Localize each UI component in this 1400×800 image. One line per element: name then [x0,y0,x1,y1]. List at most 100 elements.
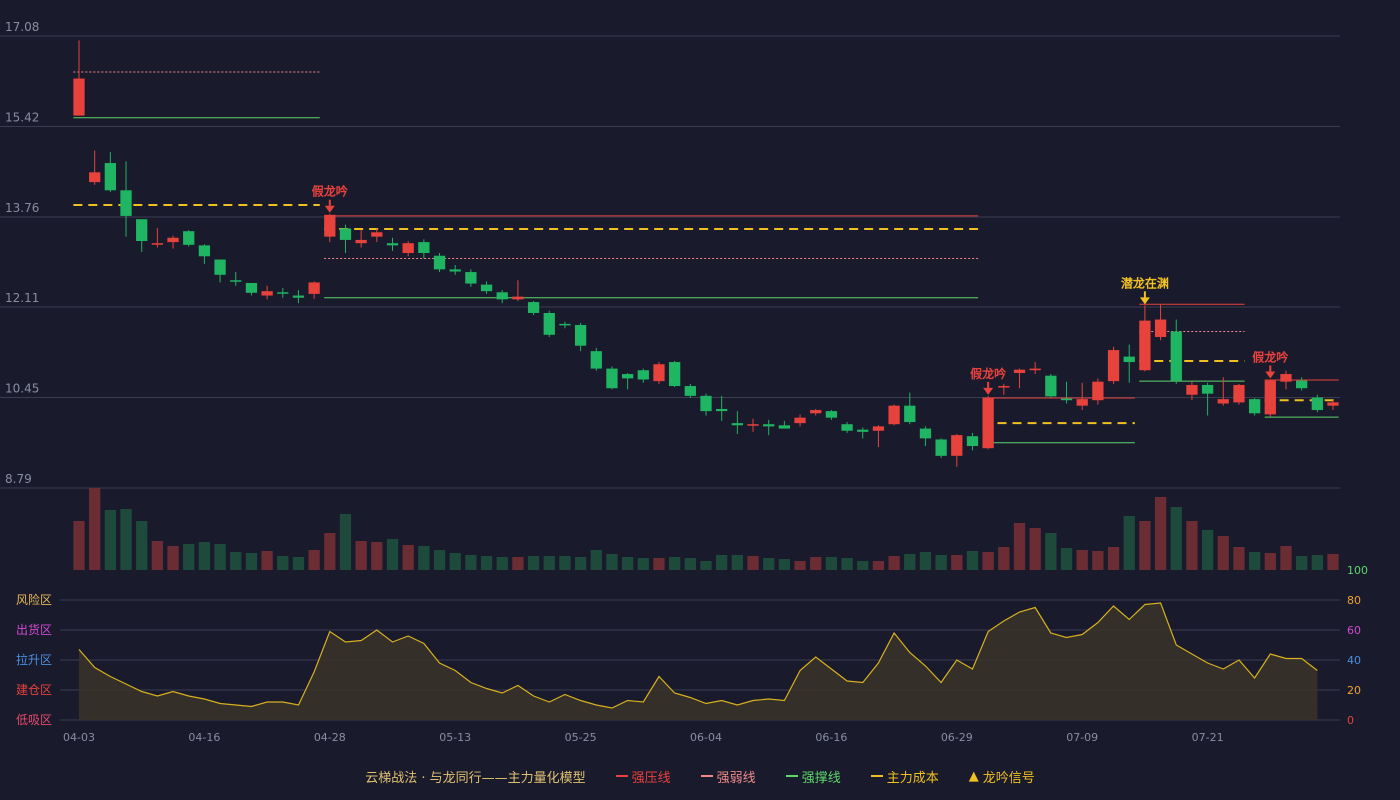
volume-bar [183,544,195,570]
volume-bar [794,561,806,570]
legend-swatch-resist [615,775,628,777]
x-tick-label: 05-13 [439,731,471,744]
candle-body [1264,380,1276,415]
axis-labels: 8.79 10.45 12.11 13.76 15.42 17.08 风险区出货区拉升区建仓… [5,20,1368,744]
legend: 云梯战法 · 与龙同行——主力量化模型 强压线 强弱线 强撑线 主力成本 ▲ 龙… [0,766,1400,786]
y-tick-label: 17.08 [5,20,39,34]
candle-body [1045,375,1057,397]
volume-bars [73,488,1339,570]
volume-bar [559,556,571,570]
volume-bar [480,556,493,570]
candle-body [590,351,602,369]
volume-bar [1327,554,1339,570]
candle-body [919,428,932,439]
volume-bar [1029,528,1041,570]
candle-body [198,245,211,257]
volume-bar [1076,550,1088,570]
volume-bar [747,556,759,570]
candle-body [998,386,1010,388]
x-tick-label: 06-04 [690,731,722,744]
signal-arrow-head [324,205,335,213]
candle-body [73,78,85,116]
candle-body [355,239,367,244]
volume-bar [1217,536,1229,570]
candles [73,40,1339,467]
candle-body [230,280,242,282]
volume-bar [1060,548,1073,570]
score-tick-label: 0 [1347,714,1354,727]
candle-body [292,295,305,298]
legend-item-resist-weak[interactable]: 强弱线 [700,767,756,786]
volume-bar [1311,555,1323,570]
volume-bar [700,561,712,570]
volume-bar [89,488,101,570]
score-tick-label: 80 [1347,594,1361,607]
volume-bar [433,550,446,570]
signal-label: 潜龙在渊 [1121,275,1169,290]
volume-bar [825,557,838,570]
score-line [78,602,1318,709]
legend-item-cost[interactable]: 主力成本 [870,767,939,786]
candle-body [700,395,712,412]
volume-bar [308,550,320,570]
candle-body [371,232,383,237]
score-area [79,603,1318,720]
volume-bar [684,558,696,570]
volume-bar [621,557,634,570]
legend-item-resist[interactable]: 强压线 [615,767,671,786]
volume-bar [1264,553,1276,570]
volume-bar [151,541,164,570]
candle-body [574,324,587,346]
volume-bar [261,551,273,570]
y-tick-label: 15.42 [5,111,39,125]
candle-body [1280,374,1292,382]
candle-body [496,292,508,300]
candle-body [653,364,665,382]
legend-item-support[interactable]: 强撑线 [785,767,841,786]
volume-bar [606,554,618,570]
volume-bar [1013,523,1026,570]
candle-body [402,243,414,254]
x-tick-label: 04-03 [63,731,95,744]
candle-body [621,374,634,379]
volume-bar [951,555,963,570]
score-panel [78,602,1318,720]
volume-bar [465,555,477,570]
candle-body [982,397,994,449]
volume-bar [527,556,540,570]
legend-item-signal[interactable]: ▲ 龙吟信号 [969,767,1035,786]
volume-bar [245,553,258,570]
volume-bar [1154,497,1167,570]
volume-bar [277,556,289,570]
volume-bar [982,552,994,570]
volume-bar [73,521,85,570]
volume-bar [371,542,383,570]
volume-bar [1201,530,1214,570]
candle-body [214,259,226,275]
candle-body [512,296,524,300]
candle-body [747,424,759,426]
y-tick-label: 13.76 [5,201,39,215]
candle-body [1092,381,1104,401]
candle-body [810,410,822,414]
candle-body [825,411,838,418]
score-tick-label: 100 [1347,564,1368,577]
candle-body [559,323,571,326]
volume-bar [1170,507,1182,570]
volume-bar [1280,546,1292,570]
volume-bar [167,546,179,570]
volume-bar [449,553,461,570]
candle-body [1139,320,1151,371]
candle-body [1123,356,1135,363]
legend-label-resist: 强压线 [631,770,671,786]
volume-bar [418,546,430,570]
volume-bar [1233,547,1245,570]
candle-body [1248,399,1261,414]
candle-body [465,272,477,284]
candle-body [1296,380,1308,389]
candle-body [763,424,775,427]
candle-body [89,172,101,183]
candle-body [841,424,853,431]
level-lines [73,71,1339,444]
